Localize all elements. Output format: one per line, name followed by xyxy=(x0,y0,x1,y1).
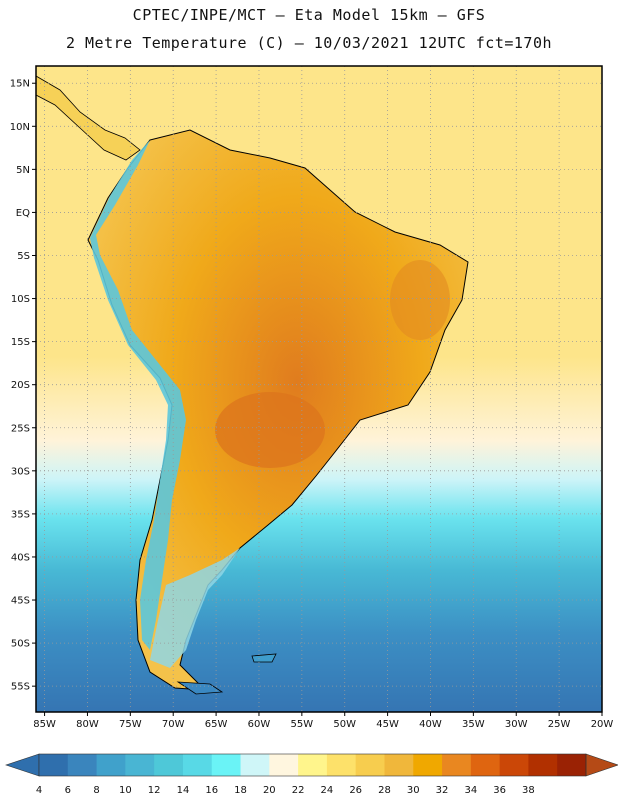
lat-tick-label: 40S xyxy=(11,552,30,563)
central-america-land xyxy=(36,75,141,161)
lat-tick-label: 10S xyxy=(11,294,30,305)
lon-tick-label: 25W xyxy=(548,719,571,730)
tierra-del-fuego xyxy=(176,681,224,695)
legend-swatch xyxy=(269,754,299,776)
lat-tick-label: EQ xyxy=(16,208,30,219)
legend-swatch xyxy=(470,754,501,776)
legend-swatch xyxy=(240,754,270,776)
map-frame xyxy=(35,65,603,713)
lon-tick-label: 70W xyxy=(162,719,185,730)
legend-border xyxy=(38,753,587,777)
lon-tick-label: 80W xyxy=(76,719,99,730)
lon-tick-label: 35W xyxy=(462,719,485,730)
legend-label: 10 xyxy=(119,785,132,796)
legend-label: 20 xyxy=(263,785,276,796)
lat-tick-label: 35S xyxy=(11,509,30,520)
lon-tick-label: 55W xyxy=(291,719,314,730)
lon-tick-label: 20W xyxy=(591,719,614,730)
hot-core-ne xyxy=(390,260,450,340)
legend-label: 8 xyxy=(93,785,99,796)
lat-tick-label: 55S xyxy=(11,682,30,693)
lon-tick-label: 65W xyxy=(205,719,228,730)
legend-label: 28 xyxy=(378,785,391,796)
color-legend: 4 6 8 10 12 14 16 18 20 22 24 26 28 30 32 34 36 38 xyxy=(5,753,618,796)
legend-swatch xyxy=(182,754,213,776)
legend-swatch xyxy=(355,754,385,776)
legend-label: 4 xyxy=(36,785,42,796)
latitude-axis: 15N 10N 5N EQ 5S 10S 15S 20S 25S 30S 35S 40S 45S 50S 5… xyxy=(10,79,36,693)
legend-label: 38 xyxy=(522,785,535,796)
lon-tick-label: 60W xyxy=(248,719,271,730)
lat-tick-label: 50S xyxy=(11,639,30,650)
legend-arrow-low xyxy=(5,753,40,777)
andes-cold-band xyxy=(90,140,186,650)
chart-subtitle: 2 Metre Temperature (C) – 10/03/2021 12U… xyxy=(65,34,553,52)
longitude-axis: 85W 80W 75W 70W 65W 60W 55W 50W 45W 40W 35W 30W 25W 2… xyxy=(33,712,613,730)
lon-tick-label: 40W xyxy=(419,719,442,730)
legend-label: 30 xyxy=(407,785,420,796)
legend-label: 18 xyxy=(234,785,247,796)
legend-swatch xyxy=(528,754,558,776)
lat-tick-label: 25S xyxy=(11,423,30,434)
legend-swatch xyxy=(499,754,529,776)
legend-label: 6 xyxy=(65,785,71,796)
legend-label: 16 xyxy=(205,785,218,796)
chart-title: CPTEC/INPE/MCT – Eta Model 15km – GFS xyxy=(132,6,486,24)
legend-label: 12 xyxy=(148,785,161,796)
legend-swatch xyxy=(326,754,357,776)
legend-label: 24 xyxy=(321,785,334,796)
lon-tick-label: 85W xyxy=(33,719,56,730)
legend-label: 22 xyxy=(292,785,305,796)
legend-label: 36 xyxy=(493,785,506,796)
lat-tick-label: 20S xyxy=(11,380,30,391)
lon-tick-label: 45W xyxy=(376,719,399,730)
legend-swatch xyxy=(154,754,184,776)
hot-core xyxy=(215,392,325,468)
lat-tick-label: 30S xyxy=(11,466,30,477)
legend-swatch xyxy=(442,754,472,776)
legend-swatch xyxy=(384,754,414,776)
legend-label: 34 xyxy=(464,785,477,796)
legend-swatch xyxy=(125,754,155,776)
lat-tick-label: 10N xyxy=(10,122,30,133)
legend-swatch xyxy=(67,754,98,776)
legend-label: 32 xyxy=(436,785,449,796)
lat-tick-label: 15N xyxy=(10,79,30,90)
legend-swatch xyxy=(413,754,443,776)
legend-swatch xyxy=(557,754,587,776)
legend-label: 14 xyxy=(177,785,190,796)
legend-arrow-high xyxy=(585,753,618,777)
lon-tick-label: 75W xyxy=(119,719,142,730)
lat-tick-label: 5N xyxy=(16,165,30,176)
legend-swatch xyxy=(298,754,328,776)
legend-swatch xyxy=(96,754,126,776)
patagonia-cool xyxy=(150,548,240,668)
lat-tick-label: 5S xyxy=(17,251,30,262)
legend-label: 26 xyxy=(349,785,362,796)
lon-tick-label: 30W xyxy=(505,719,528,730)
lat-tick-label: 15S xyxy=(11,337,30,348)
legend-swatch xyxy=(211,754,242,776)
lat-tick-label: 45S xyxy=(11,596,30,607)
legend-swatch xyxy=(39,754,69,776)
falkland-islands xyxy=(251,653,277,663)
lon-tick-label: 50W xyxy=(333,719,356,730)
